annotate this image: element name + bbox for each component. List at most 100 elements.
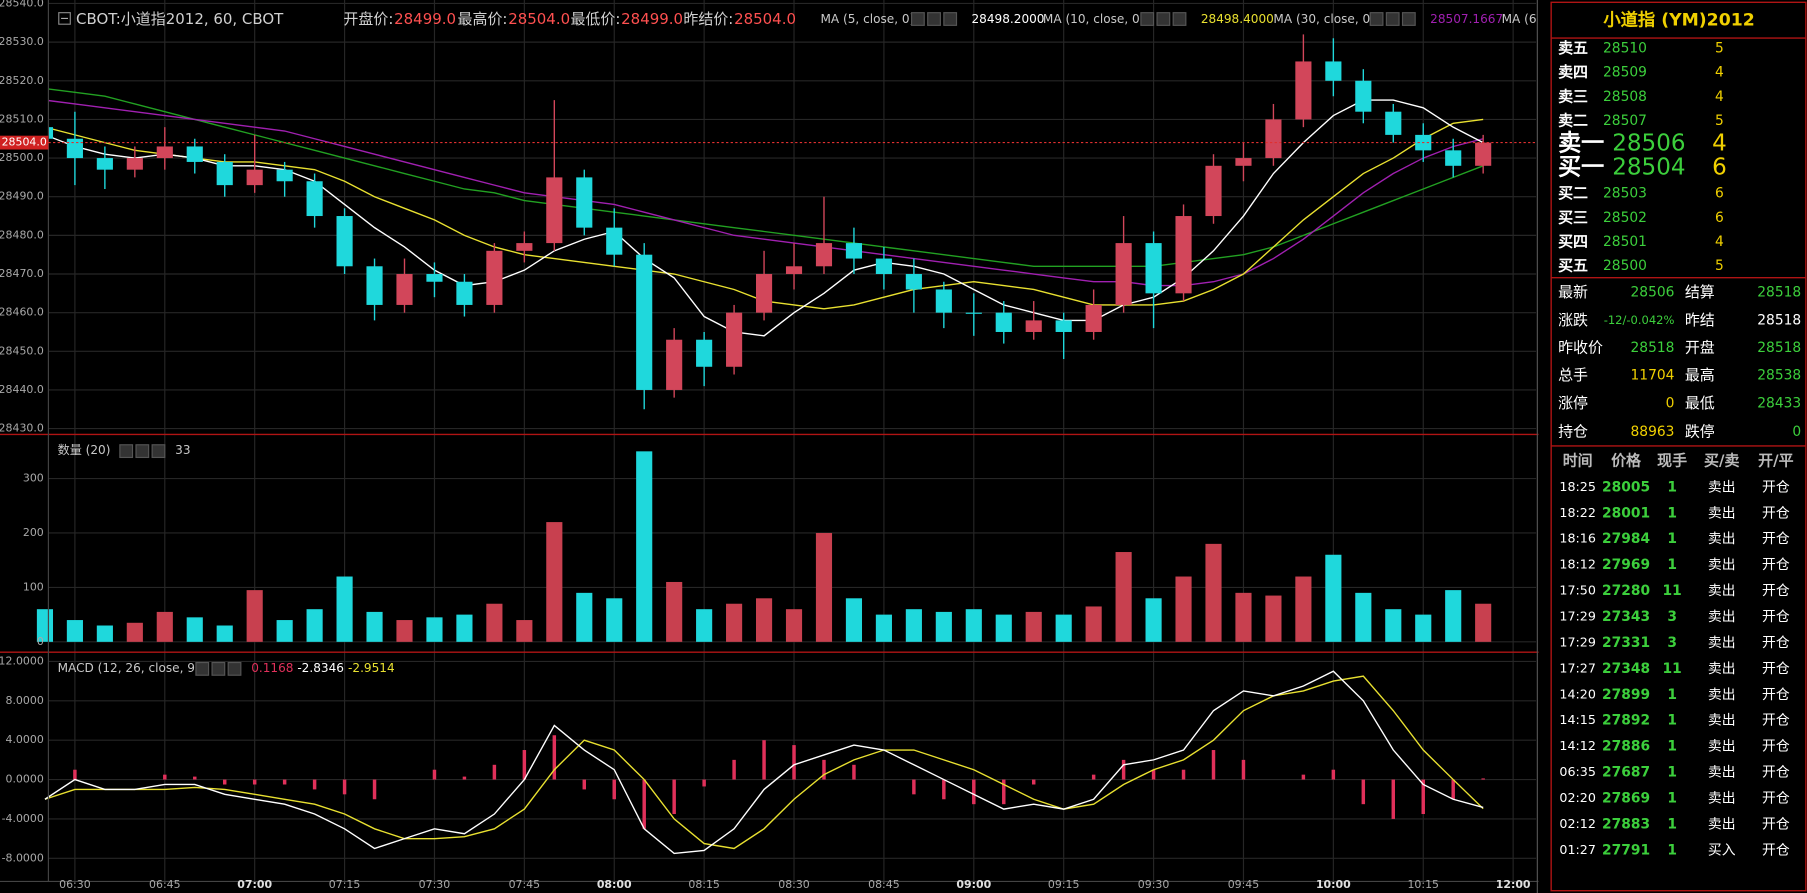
icon-button[interactable]	[211, 661, 226, 676]
icon-button[interactable]	[1369, 12, 1384, 26]
stat-label: 开盘	[1685, 338, 1715, 356]
x-tick-label: 09:15	[1048, 878, 1080, 891]
legend-name: MA (60	[1502, 12, 1545, 26]
book-label: 买四	[1558, 232, 1588, 250]
candle-body	[815, 243, 833, 267]
volume-bar	[1175, 576, 1192, 642]
book-price: 28507	[1603, 113, 1647, 129]
trade-cell: 27969	[1602, 557, 1650, 573]
volume-bar	[935, 611, 952, 642]
trade-cell: 14:15	[1559, 712, 1595, 727]
trade-header: 时间	[1563, 451, 1593, 469]
candle-body	[726, 312, 743, 367]
trade-cell: 1	[1667, 557, 1677, 573]
volume-bar	[965, 609, 982, 642]
last-price-label: 28504.0	[2, 136, 47, 149]
candle-body	[396, 274, 413, 305]
icon-button[interactable]	[943, 12, 958, 26]
y-tick-label: 300	[23, 472, 44, 485]
x-tick-label: 07:45	[509, 878, 541, 891]
trade-cell: 卖出	[1708, 687, 1736, 703]
stat-value: 0	[1792, 424, 1801, 440]
icon-button[interactable]	[1401, 12, 1416, 26]
trade-cell: 14:20	[1559, 686, 1595, 701]
y-tick-label: 28520.0	[0, 74, 44, 87]
candle-body	[1355, 80, 1372, 112]
quote-title: 小道指 (YM)2012	[1603, 10, 1754, 31]
x-tick-label: 09:45	[1228, 878, 1260, 891]
book-price: 28501	[1603, 234, 1647, 250]
volume-title: 数量 (20)	[58, 442, 111, 457]
book-qty: 4	[1712, 131, 1727, 157]
icon-button[interactable]	[195, 661, 210, 676]
icon-button[interactable]	[119, 444, 134, 459]
stat-label: 跌停	[1685, 423, 1715, 441]
volume-bar	[396, 620, 413, 642]
candle-body	[216, 161, 233, 186]
candle-body	[48, 127, 54, 139]
y-tick-label: 200	[23, 526, 44, 539]
volume-bar	[666, 581, 683, 642]
legend-name: MA (5, close, 0)	[821, 12, 915, 26]
trade-cell: 1	[1667, 687, 1677, 703]
icon-button[interactable]	[1385, 12, 1400, 26]
volume-bar	[1025, 611, 1042, 642]
trade-cell: 开仓	[1762, 557, 1790, 573]
y-tick-label: 100	[23, 580, 44, 593]
trade-cell: 开仓	[1762, 531, 1790, 547]
candle-body	[66, 138, 83, 159]
trade-cell: 18:16	[1559, 531, 1595, 546]
legend-value: 28498.4000	[1201, 12, 1274, 26]
y-tick-label: 28450.0	[0, 344, 44, 357]
candle-body	[96, 158, 113, 170]
x-tick-label: 09:00	[956, 878, 991, 891]
candle-body	[426, 274, 443, 282]
trade-cell: 1	[1667, 739, 1677, 755]
trade-cell: 14:12	[1559, 738, 1595, 753]
icon-button[interactable]	[1156, 12, 1171, 26]
trade-cell: 卖出	[1708, 713, 1736, 729]
trade-cell: 开仓	[1762, 661, 1790, 677]
stat-label: 涨停	[1558, 394, 1588, 412]
icon-button[interactable]	[151, 444, 166, 459]
readout-value: 28504.0	[508, 10, 570, 28]
trade-cell: 开仓	[1762, 505, 1790, 521]
trade-cell: 卖出	[1708, 531, 1736, 547]
icon-button[interactable]	[910, 12, 925, 26]
book-qty: 5	[1715, 258, 1724, 274]
volume-bar	[156, 611, 173, 642]
book-qty: 4	[1715, 65, 1724, 81]
x-tick-label: 08:30	[778, 878, 810, 891]
readout-value: 28499.0	[621, 10, 683, 28]
readout-label: 最低价:	[570, 10, 620, 28]
volume-bar	[1265, 595, 1282, 642]
volume-bar	[366, 611, 383, 642]
book-price: 28503	[1603, 186, 1647, 202]
icon-button[interactable]	[1172, 12, 1187, 26]
collapse-button[interactable]	[58, 12, 71, 25]
volume-bar	[1415, 614, 1432, 642]
candle-body	[785, 266, 803, 275]
candle-body	[486, 250, 503, 305]
trade-cell: 28005	[1602, 479, 1650, 495]
book-price: 28504	[1612, 155, 1685, 181]
y-tick-label: 28480.0	[0, 228, 44, 241]
stat-label: 最低	[1685, 394, 1715, 412]
candle-body	[1235, 158, 1252, 166]
icon-button[interactable]	[135, 444, 150, 459]
trade-cell: 27343	[1602, 609, 1650, 625]
trade-cell: 27331	[1602, 635, 1650, 651]
trade-cell: 1	[1667, 479, 1677, 495]
icon-button[interactable]	[227, 661, 242, 676]
icon-button[interactable]	[927, 12, 941, 26]
y-tick-label: 28440.0	[0, 383, 44, 396]
candle-body	[1325, 61, 1342, 81]
volume-bar	[246, 590, 263, 642]
trade-cell: 27984	[1602, 531, 1650, 547]
x-tick-label: 06:45	[149, 878, 181, 891]
candle-body	[1265, 119, 1282, 159]
trade-cell: 17:29	[1559, 609, 1595, 624]
icon-button[interactable]	[1140, 12, 1155, 26]
volume-bar	[66, 620, 83, 642]
candle-body	[606, 227, 623, 255]
